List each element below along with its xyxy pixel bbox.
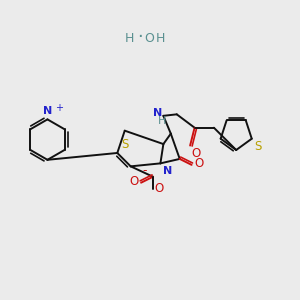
Text: O: O: [154, 182, 164, 194]
Text: N: N: [163, 166, 172, 176]
Text: N: N: [153, 108, 162, 118]
Text: O: O: [130, 175, 139, 188]
Text: O: O: [192, 147, 201, 160]
Text: O: O: [194, 158, 203, 170]
Text: H: H: [155, 32, 165, 45]
Text: ·: ·: [138, 28, 143, 46]
Text: H: H: [158, 116, 166, 126]
Text: -: -: [142, 164, 147, 177]
Text: S: S: [121, 138, 128, 151]
Text: N: N: [43, 106, 52, 116]
Text: H: H: [124, 32, 134, 45]
Text: S: S: [255, 140, 262, 153]
Text: +: +: [55, 103, 63, 113]
Text: O: O: [144, 32, 154, 45]
